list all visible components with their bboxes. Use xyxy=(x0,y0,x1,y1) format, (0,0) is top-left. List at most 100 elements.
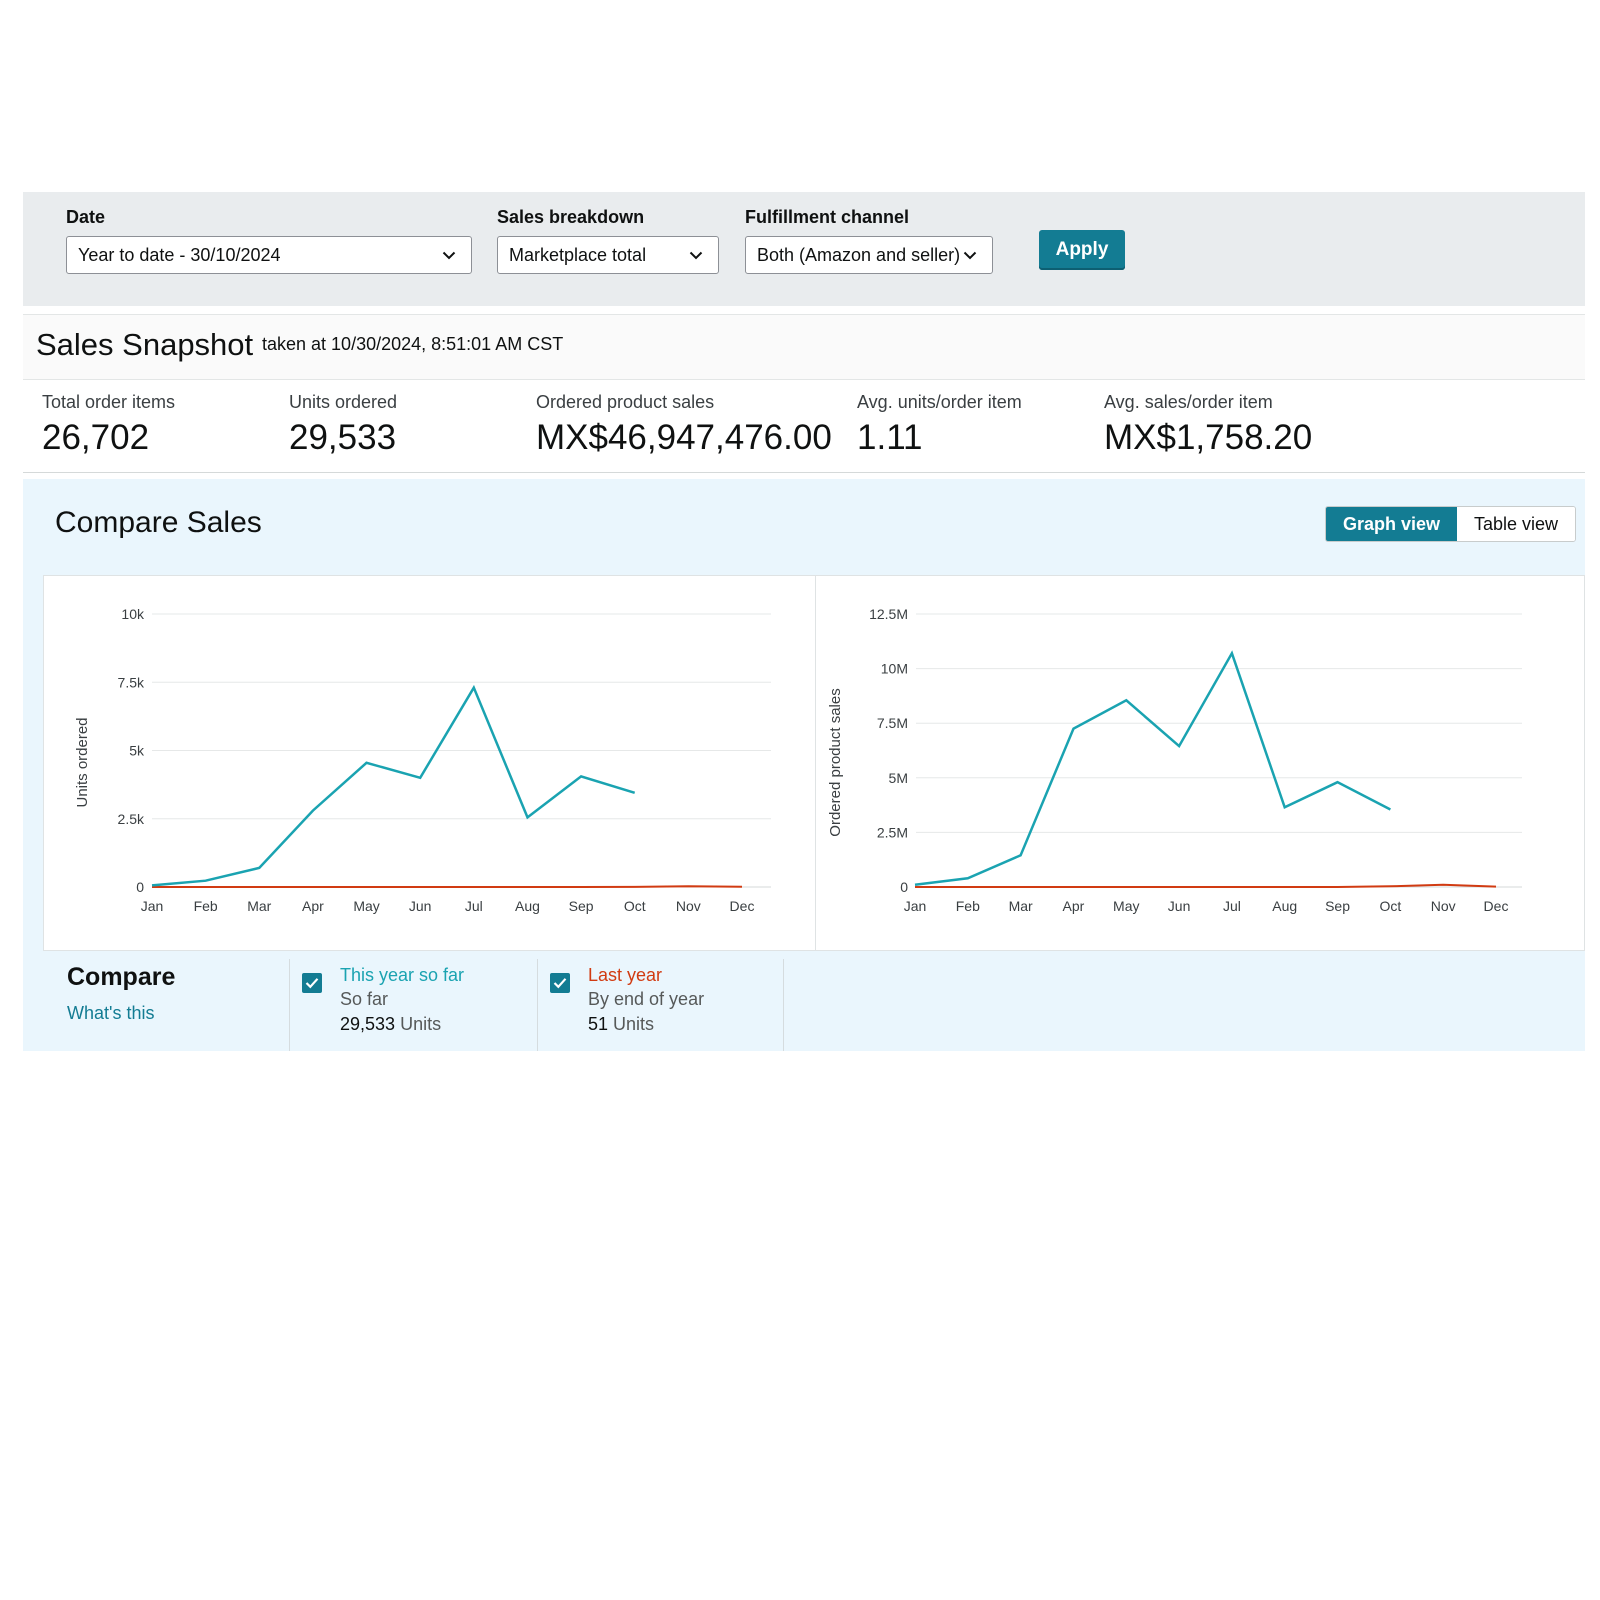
checkmark-icon xyxy=(305,978,319,989)
view-toggle: Graph view Table view xyxy=(1325,506,1577,542)
breakdown-select-value: Marketplace total xyxy=(509,244,647,265)
x-tick-label: May xyxy=(1113,898,1139,914)
this-year-value-unit: Units xyxy=(400,1014,442,1034)
last-year-series-line xyxy=(152,885,743,888)
metric-label: Ordered product sales xyxy=(536,392,715,412)
metric-avg-units-order-item: Avg. units/order item 1.11 xyxy=(857,390,1022,460)
this-year-series-line xyxy=(151,684,636,887)
x-tick-label: Jun xyxy=(409,898,432,914)
metric-total-order-items: Total order items 26,702 xyxy=(42,390,175,460)
this-year-sub: So far xyxy=(340,989,389,1009)
metric-value: MX$1,758.20 xyxy=(1104,418,1313,457)
x-tick-label: Feb xyxy=(194,898,218,914)
chevron-down-icon xyxy=(962,247,978,263)
x-tick-label: Jul xyxy=(465,898,483,914)
x-tick-label: Aug xyxy=(515,898,540,914)
y-tick-label: 12.5M xyxy=(869,606,908,622)
checkmark-icon xyxy=(553,978,567,989)
y-tick-label: 2.5M xyxy=(877,824,908,840)
x-tick-label: Feb xyxy=(956,898,980,914)
last-year-value-unit: Units xyxy=(613,1014,655,1034)
snapshot-metrics: Total order items 26,702 Units ordered 2… xyxy=(23,380,1585,473)
y-tick-label: 0 xyxy=(900,879,908,895)
charts-panel: 0 2.5k 5k 7.5k 10k Jan Feb Mar Apr May Jun Jul Aug Se… xyxy=(43,575,1585,951)
x-tick-label: Oct xyxy=(624,898,646,914)
breakdown-filter-label: Sales breakdown xyxy=(497,207,645,227)
y-tick-label: 5M xyxy=(889,770,908,786)
y-tick-label: 7.5k xyxy=(118,674,145,690)
last-year-checkbox[interactable] xyxy=(550,973,570,993)
compare-sales-title: Compare Sales xyxy=(55,506,262,539)
metric-label: Units ordered xyxy=(289,392,398,412)
sales-snapshot-title: Sales Snapshot xyxy=(36,327,254,362)
y-tick-label: 7.5M xyxy=(877,715,908,731)
filter-bar: Date Year to date - 30/10/2024 Sales bre… xyxy=(23,192,1585,306)
date-filter-label: Date xyxy=(66,207,106,227)
graph-view-button[interactable]: Graph view xyxy=(1326,507,1458,541)
compare-divider xyxy=(537,959,538,1051)
last-year-value-number: 51 xyxy=(588,1014,609,1034)
breakdown-select[interactable]: Marketplace total xyxy=(497,236,719,274)
this-year-series-line xyxy=(914,650,1391,887)
breakdown-filter: Sales breakdown Marketplace total xyxy=(497,206,719,274)
y-tick-label: 5k xyxy=(129,743,145,759)
x-tick-label: May xyxy=(353,898,379,914)
y-tick-label: 2.5k xyxy=(118,811,145,827)
last-year-sub: By end of year xyxy=(588,989,705,1009)
whats-this-link[interactable]: What's this xyxy=(67,1003,155,1023)
metric-label: Avg. units/order item xyxy=(857,392,1022,412)
channel-filter-label: Fulfillment channel xyxy=(745,207,910,227)
metric-value: 29,533 xyxy=(289,418,397,457)
x-tick-label: Jan xyxy=(141,898,164,914)
sales-snapshot-header: Sales Snapshot taken at 10/30/2024, 8:51… xyxy=(23,314,1585,380)
table-view-button[interactable]: Table view xyxy=(1457,507,1576,541)
x-tick-label: Apr xyxy=(302,898,324,914)
x-tick-label: Sep xyxy=(569,898,594,914)
last-year-value: 51 Units xyxy=(588,1011,788,1037)
this-year-checkbox[interactable] xyxy=(302,973,322,993)
last-year-label[interactable]: Last year xyxy=(588,965,663,985)
units-ordered-chart: 0 2.5k 5k 7.5k 10k Jan Feb Mar Apr May Jun Jul Aug Se… xyxy=(74,606,771,914)
x-tick-label: Nov xyxy=(676,898,701,914)
channel-select-value: Both (Amazon and seller) xyxy=(757,244,961,265)
chevron-down-icon xyxy=(441,247,457,263)
y-tick-label: 10k xyxy=(121,606,145,622)
metric-label: Total order items xyxy=(42,392,176,412)
y-tick-label: 0 xyxy=(136,879,144,895)
x-tick-label: Jul xyxy=(1223,898,1241,914)
x-tick-label: Dec xyxy=(730,898,755,914)
this-year-value: 29,533 Units xyxy=(340,1011,540,1037)
apply-button[interactable]: Apply xyxy=(1039,230,1125,270)
x-tick-label: Mar xyxy=(1009,898,1033,914)
y-axis-label: Units ordered xyxy=(74,717,91,807)
x-tick-label: Oct xyxy=(1379,898,1401,914)
metric-value: MX$46,947,476.00 xyxy=(536,418,832,457)
compare-sales-section: Compare Sales Graph view Table view 0 2.5… xyxy=(23,479,1585,1051)
metric-ordered-product-sales: Ordered product sales MX$46,947,476.00 xyxy=(536,390,832,460)
channel-select[interactable]: Both (Amazon and seller) xyxy=(745,236,993,274)
metric-value: 1.11 xyxy=(857,418,923,457)
last-year-series-line xyxy=(915,883,1497,888)
compare-last-year: Last year By end of year 51 Units xyxy=(550,963,780,1051)
x-tick-label: Nov xyxy=(1431,898,1456,914)
date-select[interactable]: Year to date - 30/10/2024 xyxy=(66,236,472,274)
x-tick-label: Aug xyxy=(1272,898,1297,914)
x-tick-label: Jan xyxy=(904,898,927,914)
x-tick-label: Jun xyxy=(1168,898,1191,914)
y-tick-label: 10M xyxy=(881,661,908,677)
compare-divider xyxy=(289,959,290,1051)
this-year-value-number: 29,533 xyxy=(340,1014,396,1034)
channel-filter: Fulfillment channel Both (Amazon and sel… xyxy=(745,206,993,274)
date-filter: Date Year to date - 30/10/2024 xyxy=(66,206,472,274)
ordered-product-sales-chart: 0 2.5M 5M 7.5M 10M 12.5M Jan Feb Mar Apr May Jun Jul… xyxy=(827,606,1522,914)
metric-value: 26,702 xyxy=(42,418,150,457)
x-tick-label: Mar xyxy=(247,898,271,914)
this-year-label[interactable]: This year so far xyxy=(340,965,465,985)
chart-divider xyxy=(815,576,816,950)
compare-legend: Compare What's this This year so far So … xyxy=(23,959,1585,1051)
metric-units-ordered: Units ordered 29,533 xyxy=(289,390,397,460)
metric-avg-sales-order-item: Avg. sales/order item MX$1,758.20 xyxy=(1104,390,1312,460)
compare-title: Compare xyxy=(67,963,176,991)
snapshot-timestamp: taken at 10/30/2024, 8:51:01 AM CST xyxy=(262,334,564,354)
compare-divider xyxy=(783,959,784,1051)
